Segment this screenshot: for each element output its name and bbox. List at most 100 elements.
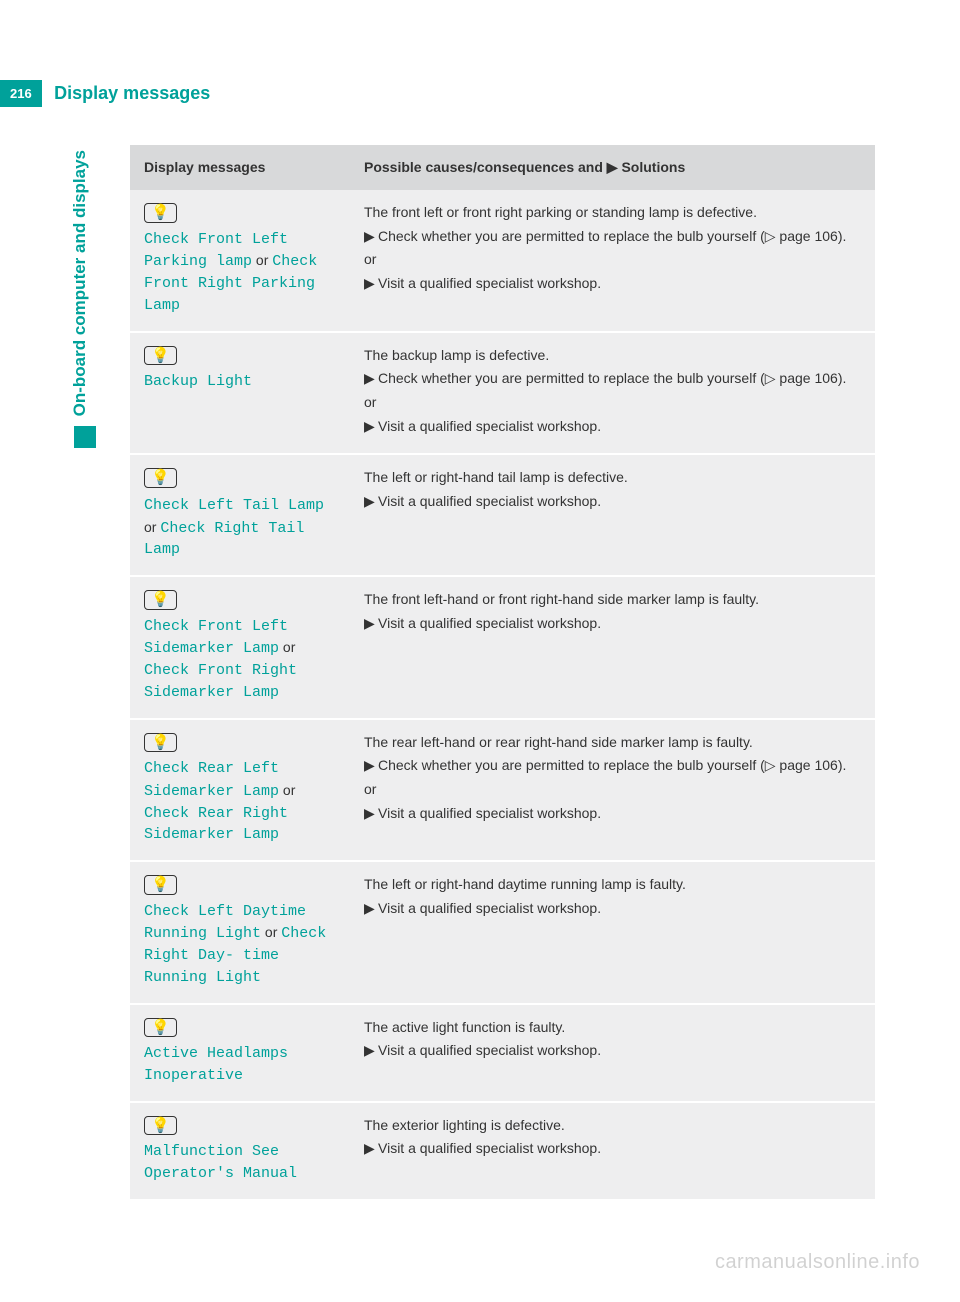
solution-lead-text: The front left or front right parking or…	[364, 202, 861, 224]
solution-lead-text: The left or right-hand daytime running l…	[364, 874, 861, 896]
bulb-icon: 💡	[144, 468, 177, 488]
solution-bullet: ▶Visit a qualified specialist workshop.	[364, 1138, 861, 1160]
message-cell: 💡 Check Front Left Sidemarker Lamp or Che…	[130, 576, 350, 719]
solution-cell: The front left or front right parking or…	[350, 190, 875, 332]
message-or: or	[144, 519, 160, 535]
message-cell: 💡Check Left Daytime Running Light or Che…	[130, 861, 350, 1004]
watermark: carmanualsonline.info	[715, 1251, 920, 1274]
bullet-triangle-icon: ▶	[364, 273, 378, 295]
bullet-text: Visit a qualified specialist workshop.	[378, 900, 601, 916]
solution-cell: The backup lamp is defective.▶Check whet…	[350, 332, 875, 455]
message-code: Malfunction See Operator's Manual	[144, 1141, 336, 1185]
bullet-triangle-icon: ▶	[364, 226, 378, 248]
bullet-triangle-icon: ▶	[364, 613, 378, 635]
bullet-text: Visit a qualified specialist workshop.	[378, 1042, 601, 1058]
message-cell: 💡 Check Front Left Parking lamp or Check …	[130, 190, 350, 332]
solution-cell: The rear left-hand or rear right-hand si…	[350, 719, 875, 862]
solution-lead-text: The exterior lighting is defective.	[364, 1115, 861, 1137]
solution-bullet: ▶Check whether you are permitted to repl…	[364, 368, 861, 390]
page-ref-icon: ▷	[765, 757, 780, 773]
bullet-triangle-icon: ▶	[364, 803, 378, 825]
solution-cell: The exterior lighting is defective.▶Visi…	[350, 1102, 875, 1199]
solution-cell: The left or right-hand daytime running l…	[350, 861, 875, 1004]
solution-lead-text: The active light function is faulty.	[364, 1017, 861, 1039]
solution-lead-text: The left or right-hand tail lamp is defe…	[364, 467, 861, 489]
bullet-close: ).	[838, 370, 847, 386]
bulb-icon: 💡	[144, 733, 177, 753]
side-tab: On-board computer and displays	[70, 150, 100, 448]
message-code-text: Check Front Left Sidemarker Lamp	[144, 618, 288, 658]
solution-lead-text: The backup lamp is defective.	[364, 345, 861, 367]
bullet-triangle-icon: ▶	[364, 368, 378, 390]
table-row: 💡Active Headlamps Inoperative The active …	[130, 1004, 875, 1102]
table-row: 💡 Check Front Left Sidemarker Lamp or Che…	[130, 576, 875, 719]
solution-bullet: ▶Visit a qualified specialist workshop.	[364, 491, 861, 513]
solution-bullet: ▶Visit a qualified specialist workshop.	[364, 416, 861, 438]
solution-bullet: ▶Check whether you are permitted to repl…	[364, 226, 861, 248]
message-code-text: Backup Light	[144, 373, 252, 390]
bullet-close: ).	[838, 757, 847, 773]
solution-bullet: ▶Visit a qualified specialist workshop.	[364, 898, 861, 920]
bullet-triangle-icon: ▶	[364, 491, 378, 513]
message-or: or	[279, 639, 295, 655]
message-code-text: Malfunction See Operator's Manual	[144, 1143, 297, 1182]
bullet-text: Check whether you are permitted to repla…	[378, 228, 765, 244]
message-code-text: Check Rear Right Sidemarker Lamp	[144, 805, 288, 844]
page-reference: page 106	[779, 228, 837, 244]
bulb-icon: 💡	[144, 203, 177, 223]
bullet-triangle-icon: ▶	[364, 1138, 378, 1160]
solution-bullet: ▶Visit a qualified specialist workshop.	[364, 1040, 861, 1062]
solution-cell: The left or right-hand tail lamp is defe…	[350, 454, 875, 576]
solution-bullet: ▶Visit a qualified specialist workshop.	[364, 613, 861, 635]
message-code-text: Check Right Tail Lamp	[144, 520, 304, 559]
message-code: Backup Light	[144, 371, 336, 393]
header-sol-suffix: Solutions	[618, 159, 686, 175]
message-code-text: Check Rear Left Sidemarker Lamp	[144, 760, 279, 800]
solution-lead-text: The rear left-hand or rear right-hand si…	[364, 732, 861, 754]
solution-or: or	[364, 249, 861, 271]
bullet-triangle-icon: ▶	[364, 416, 378, 438]
solution-or: or	[364, 392, 861, 414]
solution-lead-text: The front left-hand or front right-hand …	[364, 589, 861, 611]
side-tab-label: On-board computer and displays	[70, 150, 90, 416]
bulb-icon: 💡	[144, 1116, 177, 1136]
solutions-arrow-icon: ▶	[607, 159, 618, 175]
header-solutions: Possible causes/consequences and ▶ Solut…	[350, 145, 875, 190]
page-reference: page 106	[779, 370, 837, 386]
bullet-triangle-icon: ▶	[364, 755, 378, 777]
bullet-text: Visit a qualified specialist workshop.	[378, 615, 601, 631]
section-title: Display messages	[54, 83, 210, 104]
table-row: 💡Check Left Daytime Running Light or Che…	[130, 861, 875, 1004]
message-code-text: Check Front Right Sidemarker Lamp	[144, 662, 297, 701]
page-ref-icon: ▷	[765, 370, 780, 386]
table-body: 💡 Check Front Left Parking lamp or Check …	[130, 190, 875, 1199]
bulb-icon: 💡	[144, 590, 177, 610]
bullet-triangle-icon: ▶	[364, 1040, 378, 1062]
message-cell: 💡Check Rear Left Sidemarker Lamp or Chec…	[130, 719, 350, 862]
bullet-close: ).	[838, 228, 847, 244]
solution-cell: The front left-hand or front right-hand …	[350, 576, 875, 719]
message-code: Check Front Left Sidemarker Lamp or Chec…	[144, 616, 336, 704]
header-display-messages: Display messages	[130, 145, 350, 190]
solution-bullet: ▶Check whether you are permitted to repl…	[364, 755, 861, 777]
table-row: 💡 Malfunction See Operator's Manual The ex…	[130, 1102, 875, 1199]
solution-or: or	[364, 779, 861, 801]
message-code-text: Check Left Tail Lamp	[144, 497, 324, 514]
bullet-text: Check whether you are permitted to repla…	[378, 757, 765, 773]
table-row: 💡 Check Rear Left Sidemarker Lamp or Chec…	[130, 719, 875, 862]
message-cell: 💡 Malfunction See Operator's Manual	[130, 1102, 350, 1199]
message-code: Check Front Left Parking lamp or Check F…	[144, 229, 336, 317]
bullet-text: Visit a qualified specialist workshop.	[378, 275, 601, 291]
bulb-icon: 💡	[144, 1018, 177, 1038]
page-ref-icon: ▷	[765, 228, 780, 244]
message-cell: 💡Active Headlamps Inoperative	[130, 1004, 350, 1102]
table-row: 💡 Check Front Left Parking lamp or Check …	[130, 190, 875, 332]
message-or: or	[252, 252, 272, 268]
messages-table: Display messages Possible causes/consequ…	[130, 145, 875, 1199]
bullet-triangle-icon: ▶	[364, 898, 378, 920]
bullet-text: Visit a qualified specialist workshop.	[378, 418, 601, 434]
message-or: or	[261, 924, 281, 940]
message-code: Check Left Daytime Running Light or Chec…	[144, 901, 336, 989]
bullet-text: Check whether you are permitted to repla…	[378, 370, 765, 386]
message-code: Check Left Tail Lamp or Check Right Tail…	[144, 494, 336, 561]
